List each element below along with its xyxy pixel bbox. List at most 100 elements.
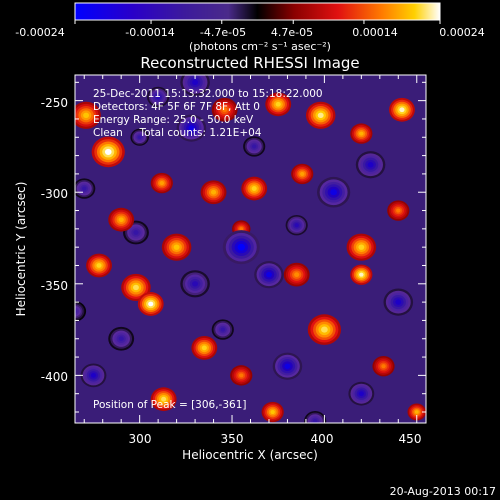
colorbar-gradient xyxy=(74,2,441,21)
negative-blob xyxy=(176,114,207,142)
blob-contour xyxy=(359,272,364,277)
blob-contour xyxy=(90,372,97,378)
blob-contour xyxy=(148,301,154,307)
chart-title: Reconstructed RHESSI Image xyxy=(140,54,359,72)
x-tick-label: 350 xyxy=(221,432,244,446)
emission-blob xyxy=(346,233,377,261)
emission-blob xyxy=(230,365,253,386)
emission-blob xyxy=(211,97,238,122)
blob-contour xyxy=(266,271,272,278)
blob-contour xyxy=(188,125,195,131)
blob-contour xyxy=(294,223,299,228)
blob-contour xyxy=(220,327,226,332)
emission-blob xyxy=(350,123,373,144)
annotation-energy-range: Energy Range: 25.0 - 50.0 keV xyxy=(93,114,254,126)
emission-blob xyxy=(191,336,218,360)
negative-blob xyxy=(147,86,170,108)
blob-contour xyxy=(161,396,167,402)
negative-blob xyxy=(80,363,107,388)
blob-contour xyxy=(237,243,245,251)
blob-contour xyxy=(222,107,228,113)
emission-blob xyxy=(261,401,284,423)
emission-blob xyxy=(283,262,310,287)
x-tick-label: 450 xyxy=(399,432,422,446)
emission-blob xyxy=(265,92,292,117)
negative-blob xyxy=(355,151,386,179)
blob-contour xyxy=(133,284,139,291)
blob-contour xyxy=(75,309,78,314)
x-tick-label: 300 xyxy=(129,432,152,446)
blob-contour xyxy=(270,409,275,415)
axis-ticks xyxy=(75,75,426,423)
negative-blob xyxy=(180,75,210,96)
blob-contour xyxy=(159,181,165,186)
x-axis-label: Heliocentric X (arcsec) xyxy=(182,448,318,462)
blob-contour xyxy=(395,299,402,305)
emission-blob xyxy=(137,292,164,316)
blob-contour xyxy=(133,230,139,235)
emission-blob xyxy=(387,200,410,221)
negative-blob xyxy=(254,261,284,289)
colorbar-unit-label: (photons cm⁻² s⁻¹ asec⁻²) xyxy=(189,40,331,53)
y-tick-label: -250 xyxy=(41,96,68,110)
blob-contour xyxy=(330,189,337,196)
annotation-time-range: 25-Dec-2011 15:13:32.000 to 15:18:22.000 xyxy=(93,88,323,100)
emission-blob xyxy=(200,180,227,205)
blob-contour xyxy=(359,131,364,136)
y-tick-label: -400 xyxy=(41,370,68,384)
blob-contour xyxy=(381,364,386,369)
negative-blob xyxy=(180,270,210,298)
emission-blob xyxy=(372,356,395,377)
negative-blob xyxy=(108,326,135,351)
negative-blob xyxy=(285,214,308,236)
blob-contour xyxy=(155,94,161,100)
blob-contour xyxy=(399,107,405,113)
blob-contour xyxy=(321,326,328,333)
negative-blob xyxy=(304,410,327,423)
blob-contour xyxy=(239,373,244,378)
y-tick-label: -350 xyxy=(41,279,68,293)
blob-contour xyxy=(118,217,124,223)
emission-blob xyxy=(389,97,415,122)
negative-blob xyxy=(272,352,303,380)
blob-contour xyxy=(251,144,257,149)
blob-contour xyxy=(210,189,217,195)
negative-blob xyxy=(130,128,149,146)
emission-blob xyxy=(291,163,314,185)
blob-contour xyxy=(275,101,281,107)
peak-position-label: Position of Peak = [306,-361] xyxy=(93,399,247,411)
negative-blob xyxy=(383,288,414,316)
blob-contour xyxy=(300,171,305,176)
colorbar-tick-label: 4.7e-05 xyxy=(271,26,313,39)
negative-blob xyxy=(243,136,266,157)
blob-contour xyxy=(312,419,318,423)
blob-contour xyxy=(96,263,102,268)
blob-contour xyxy=(284,363,291,369)
colorbar-tick-label: 0.00024 xyxy=(439,26,485,39)
blob-contour xyxy=(201,345,207,351)
emission-blob xyxy=(241,176,268,201)
colorbar-tick-label: -0.00024 xyxy=(15,26,64,39)
blob-contour xyxy=(251,186,257,191)
colorbar-tick-label: -0.00014 xyxy=(125,26,174,39)
emission-blob xyxy=(121,273,151,302)
emission-blob xyxy=(307,314,342,345)
colorbar-tick-label: -4.7e-05 xyxy=(200,26,246,39)
blob-contour xyxy=(367,162,374,168)
blob-contour xyxy=(82,186,87,191)
emission-blob xyxy=(150,172,173,194)
blob-contour xyxy=(358,391,364,397)
negative-blob xyxy=(348,381,375,406)
blob-contour xyxy=(358,244,365,250)
blob-contour xyxy=(192,281,199,287)
y-axis-label: Heliocentric Y (arcsec) xyxy=(14,182,28,317)
x-tick-label: 400 xyxy=(311,432,334,446)
negative-blob xyxy=(211,319,234,340)
emission-blob xyxy=(91,136,125,168)
emission-blob xyxy=(150,387,177,412)
emission-blob xyxy=(350,264,373,285)
colorbar: -0.00024 -0.00014 -4.7e-05 4.7e-05 0.000… xyxy=(15,2,485,53)
negative-blob xyxy=(317,176,351,208)
negative-blob xyxy=(75,301,87,322)
